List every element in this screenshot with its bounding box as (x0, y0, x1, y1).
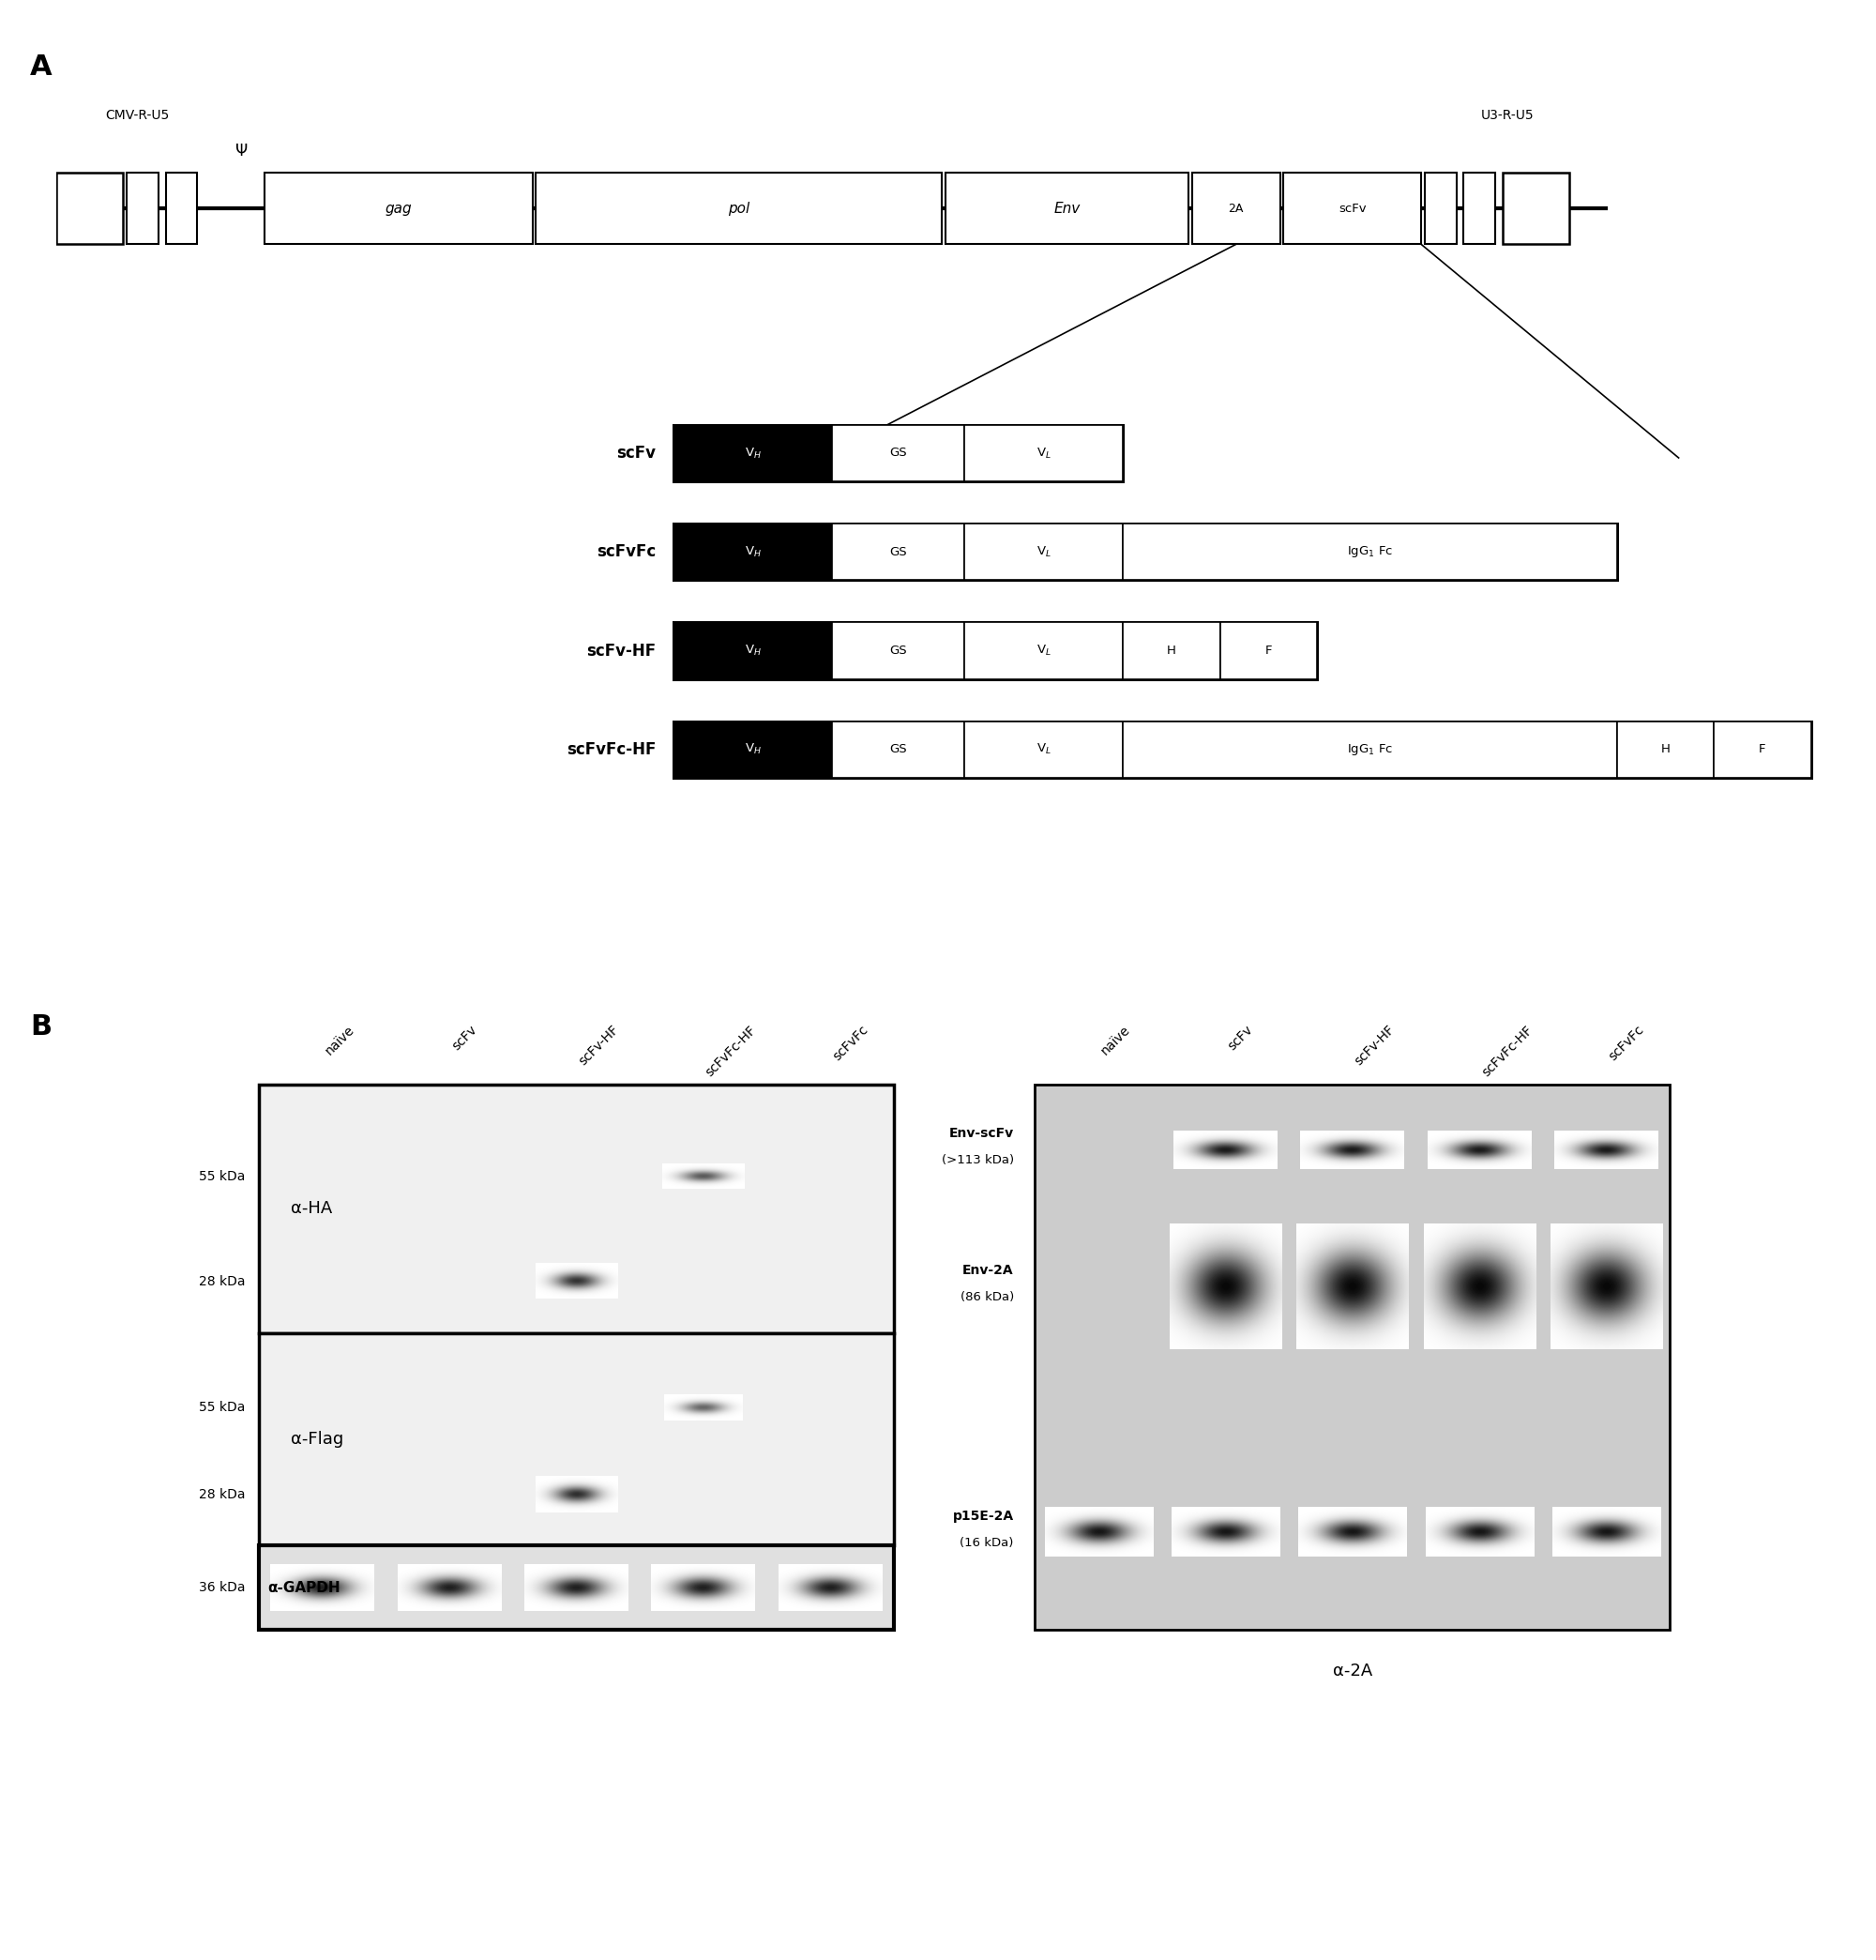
Text: V$_H$: V$_H$ (745, 643, 762, 659)
Bar (128, 172, 159, 245)
Bar (165, 172, 197, 245)
Bar (1191, 172, 1279, 245)
Bar (1503, 172, 1570, 245)
Bar (56, 172, 124, 245)
Text: scFv: scFv (450, 1023, 480, 1053)
Text: CMV-R-U5: CMV-R-U5 (105, 110, 169, 122)
Bar (259, 1544, 895, 1631)
Text: scFv: scFv (617, 445, 657, 463)
Text: naïve: naïve (1099, 1023, 1133, 1058)
Text: GS: GS (889, 645, 908, 657)
Bar (1124, 523, 1617, 580)
Text: p15E-2A: p15E-2A (953, 1509, 1013, 1523)
Text: F: F (1760, 743, 1765, 757)
Bar (964, 523, 1124, 580)
Text: scFv-HF: scFv-HF (576, 1023, 621, 1068)
Text: F: F (1264, 645, 1272, 657)
Bar (673, 523, 833, 580)
Text: Env: Env (1054, 202, 1081, 216)
Text: H: H (1167, 645, 1176, 657)
Bar (1124, 623, 1219, 678)
Text: V$_L$: V$_L$ (1036, 447, 1051, 461)
Text: (86 kDa): (86 kDa) (961, 1292, 1013, 1303)
Bar (265, 172, 533, 245)
Text: α-Flag: α-Flag (291, 1431, 343, 1448)
Bar (964, 425, 1124, 482)
Bar (537, 172, 942, 245)
Text: pol: pol (728, 202, 750, 216)
Text: Env-2A: Env-2A (962, 1264, 1013, 1276)
Text: 55 kDa: 55 kDa (199, 1401, 246, 1415)
Bar (964, 721, 1124, 778)
Text: 28 kDa: 28 kDa (199, 1488, 246, 1501)
Bar (964, 623, 1124, 678)
Text: IgG$_1$ Fc: IgG$_1$ Fc (1347, 545, 1394, 559)
Bar (673, 721, 833, 778)
Bar (673, 425, 833, 482)
Bar (833, 623, 964, 678)
Bar (1219, 623, 1317, 678)
Text: Env-scFv: Env-scFv (949, 1127, 1013, 1141)
Text: V$_H$: V$_H$ (745, 743, 762, 757)
Bar (833, 721, 964, 778)
Bar (833, 523, 964, 580)
Text: (>113 kDa): (>113 kDa) (942, 1154, 1013, 1166)
Text: scFvFc-HF: scFvFc-HF (1480, 1023, 1535, 1078)
Bar (673, 623, 1317, 678)
Text: scFv-HF: scFv-HF (1353, 1023, 1398, 1068)
Text: scFv: scFv (1225, 1023, 1255, 1053)
Text: scFvFc: scFvFc (831, 1023, 870, 1064)
Text: V$_H$: V$_H$ (745, 545, 762, 559)
Text: Ψ: Ψ (234, 143, 248, 159)
Text: gag: gag (385, 202, 413, 216)
Text: 28 kDa: 28 kDa (199, 1274, 246, 1288)
Text: 36 kDa: 36 kDa (199, 1582, 246, 1593)
Text: scFv: scFv (1338, 202, 1366, 216)
Text: V$_L$: V$_L$ (1036, 743, 1051, 757)
Bar (673, 623, 833, 678)
Text: 55 kDa: 55 kDa (199, 1170, 246, 1184)
Text: U3-R-U5: U3-R-U5 (1480, 110, 1535, 122)
Bar (1617, 721, 1715, 778)
Text: α-HA: α-HA (291, 1200, 332, 1217)
Text: scFvFc: scFvFc (597, 543, 657, 561)
Text: scFvFc: scFvFc (1606, 1023, 1647, 1064)
Text: IgG$_1$ Fc: IgG$_1$ Fc (1347, 743, 1394, 757)
Text: naïve: naïve (323, 1023, 356, 1058)
Text: A: A (30, 53, 53, 80)
Text: GS: GS (889, 743, 908, 757)
Bar (673, 721, 1810, 778)
Text: scFvFc-HF: scFvFc-HF (704, 1023, 760, 1078)
Text: GS: GS (889, 545, 908, 559)
Bar (259, 1084, 895, 1333)
Bar (833, 425, 964, 482)
Bar (1124, 721, 1617, 778)
Text: α-GAPDH: α-GAPDH (268, 1580, 341, 1595)
Text: V$_L$: V$_L$ (1036, 643, 1051, 659)
Bar (1715, 721, 1810, 778)
Bar (946, 172, 1188, 245)
Text: scFvFc-HF: scFvFc-HF (567, 741, 657, 759)
Bar (1424, 172, 1456, 245)
Text: 2A: 2A (1229, 202, 1244, 216)
Text: H: H (1660, 743, 1670, 757)
Text: V$_H$: V$_H$ (745, 447, 762, 461)
Text: GS: GS (889, 447, 908, 459)
Bar (1463, 172, 1495, 245)
Text: V$_L$: V$_L$ (1036, 545, 1051, 559)
Text: B: B (30, 1013, 51, 1041)
Bar (673, 425, 1124, 482)
Text: (16 kDa): (16 kDa) (961, 1537, 1013, 1548)
Bar (1283, 172, 1422, 245)
Bar (1036, 1084, 1670, 1631)
Text: α-2A: α-2A (1332, 1662, 1371, 1680)
Text: scFv-HF: scFv-HF (587, 643, 657, 659)
Bar (673, 523, 1617, 580)
Bar (259, 1333, 895, 1544)
